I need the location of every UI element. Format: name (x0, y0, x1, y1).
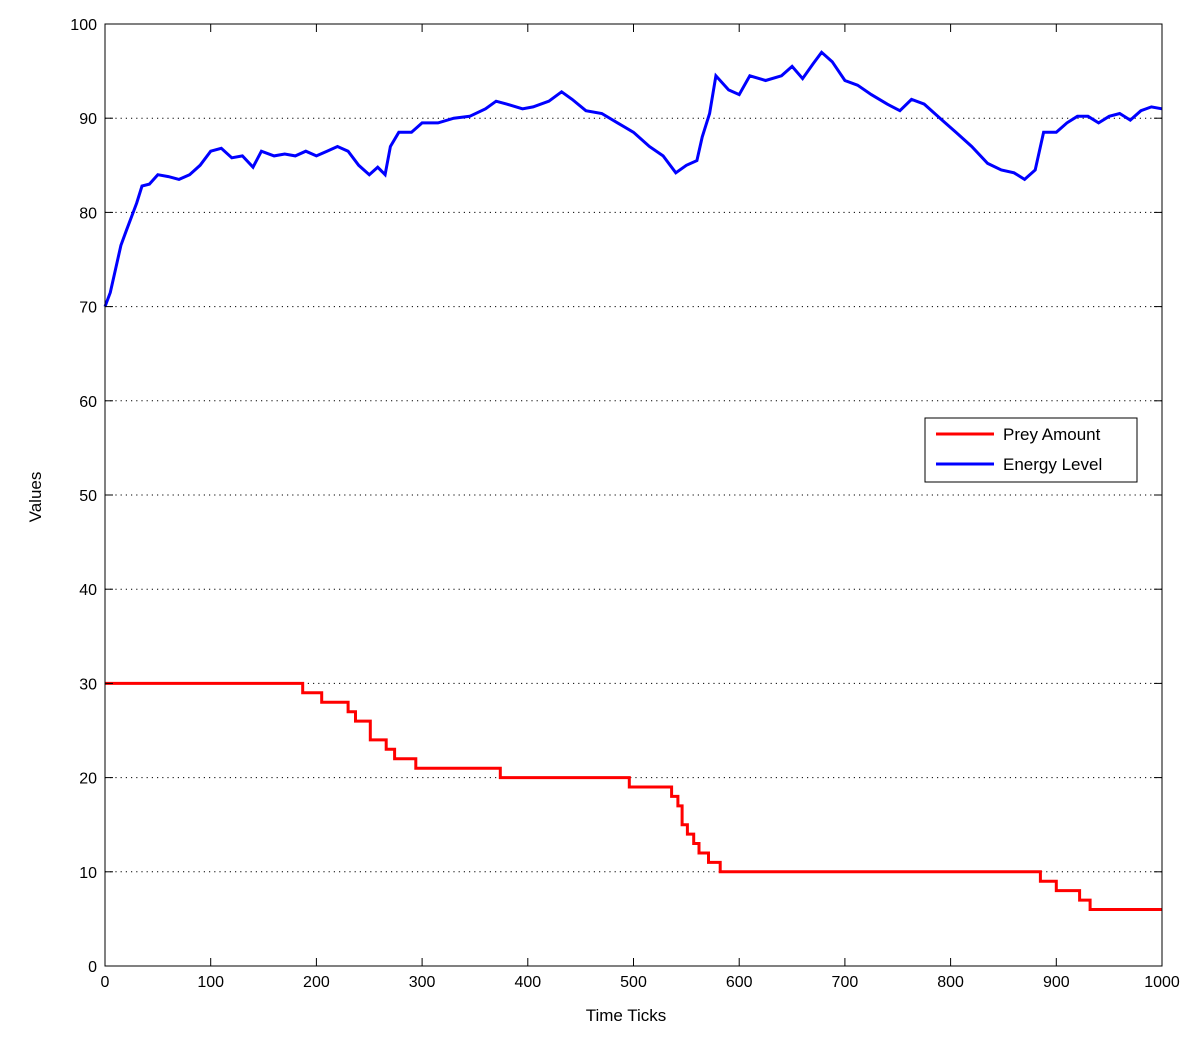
y-tick-label: 80 (79, 205, 97, 222)
x-tick-label: 600 (726, 974, 753, 991)
grid-lines (105, 117, 1162, 873)
y-tick-label: 20 (79, 771, 97, 788)
series-line-prey-amount (105, 681, 1162, 911)
y-tick-label: 90 (79, 111, 97, 128)
x-tick-label: 400 (514, 974, 541, 991)
x-tick-label: 800 (937, 974, 964, 991)
series-line-energy-level (103, 50, 1163, 308)
axis-ticks (104, 23, 1163, 967)
legend-label-prey-amount: Prey Amount (1003, 425, 1101, 444)
legend-box (924, 417, 1138, 483)
y-axis-title: Values (26, 472, 45, 523)
y-tick-label: 100 (70, 17, 97, 34)
x-tick-label: 900 (1043, 974, 1070, 991)
x-tick-label: 700 (832, 974, 859, 991)
y-tick-label: 10 (79, 865, 97, 882)
series-lines (103, 50, 1163, 911)
x-tick-label: 500 (620, 974, 647, 991)
y-tick-label: 40 (79, 582, 97, 599)
y-tick-label: 60 (79, 394, 97, 411)
legend-label-energy-level: Energy Level (1003, 455, 1102, 474)
plot-frame (104, 23, 1163, 967)
x-tick-label: 0 (101, 974, 110, 991)
y-tick-label: 50 (79, 488, 97, 505)
x-tick-label: 1000 (1144, 974, 1180, 991)
y-tick-label: 0 (88, 959, 97, 976)
x-axis-title: Time Ticks (586, 1006, 667, 1025)
x-tick-label: 200 (303, 974, 330, 991)
legend: Prey Amount Energy Level (924, 417, 1138, 483)
y-tick-label: 70 (79, 300, 97, 317)
y-tick-label: 30 (79, 676, 97, 693)
x-axis-tick-labels: 0 100 200 300 400 500 600 700 800 900 1000 (101, 974, 1180, 991)
y-axis-tick-labels: 0 10 20 30 40 50 60 70 80 90 100 (70, 17, 97, 976)
x-tick-label: 100 (197, 974, 224, 991)
x-tick-label: 300 (409, 974, 436, 991)
